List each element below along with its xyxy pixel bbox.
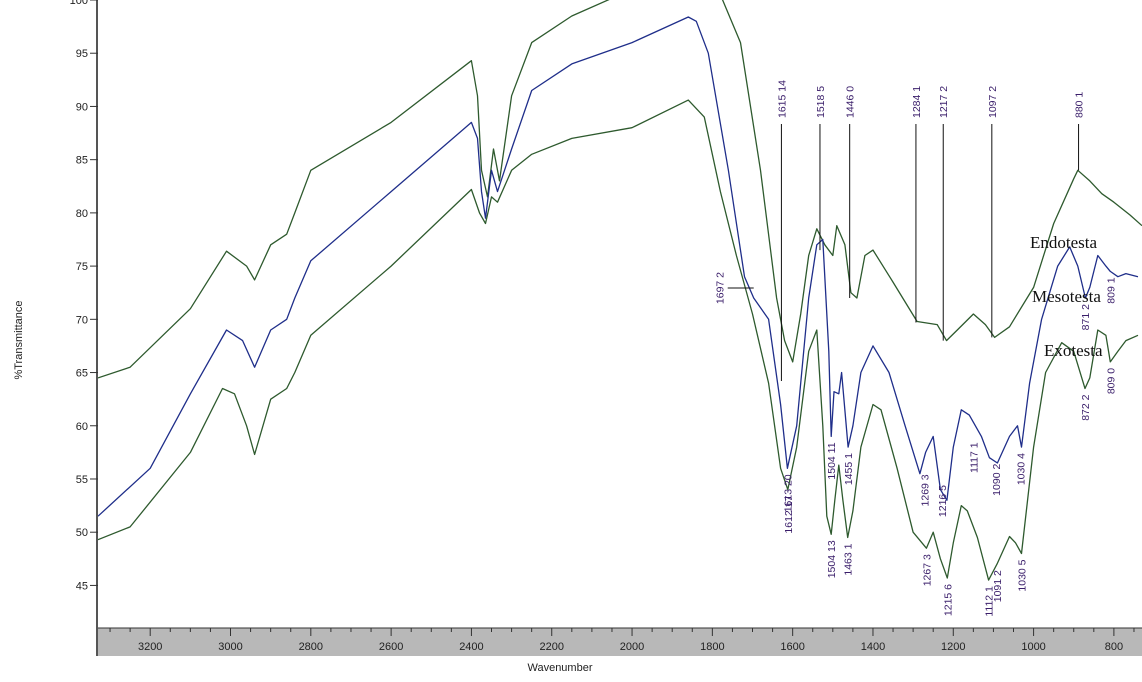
peak-label: 1097 2 (987, 86, 999, 118)
peak-label: 1030 5 (1017, 559, 1029, 591)
peak-label: 1091 2 (992, 570, 1004, 602)
peak-label: 1518 5 (815, 86, 827, 118)
y-tick-label: 60 (76, 421, 88, 433)
x-tick-label: 1400 (861, 641, 885, 653)
peak-label: 1697 2 (715, 272, 727, 304)
series-layer (98, 0, 1142, 581)
x-tick-label: 2800 (299, 641, 323, 653)
peak-label: 871 2 (1080, 304, 1092, 330)
peak-label: 1463 1 (843, 543, 855, 575)
series-line-mesotesta (98, 16, 1139, 517)
left-axis-band (96, 0, 98, 656)
y-tick-label: 85 (76, 155, 88, 167)
peak-label: 1117 1 (968, 442, 980, 473)
peak-label: 1267 3 (921, 554, 933, 586)
x-tick-label: 3000 (218, 641, 242, 653)
axis-band (96, 628, 1142, 656)
y-tick-label: 70 (76, 314, 88, 326)
peak-label: 1090 2 (991, 464, 1003, 496)
x-tick-label: 1000 (1021, 641, 1045, 653)
y-tick-label: 80 (76, 208, 88, 220)
y-tick-label: 100 (70, 0, 88, 7)
peak-label: 809 0 (1105, 368, 1117, 394)
plot-area (98, 0, 1142, 628)
peak-label: 1112 1 (984, 586, 996, 617)
y-axis-ticks: 45 50 55 60 65 70 75 80 85 90 95 100 (70, 0, 98, 592)
y-tick-label: 75 (76, 261, 88, 273)
series-label-endotesta: Endotesta (1030, 233, 1097, 252)
x-axis-title: Wavenumber (527, 662, 592, 674)
peak-label: 1284 1 (911, 86, 923, 118)
peak-label: 1612 17 (783, 495, 795, 533)
peak-label: 880 1 (1074, 92, 1086, 118)
peak-label: 1217 2 (938, 86, 950, 118)
peak-label: 1216 5 (937, 485, 949, 517)
series-line-endotesta (98, 0, 1142, 379)
x-tick-label: 1600 (780, 641, 804, 653)
x-tick-label: 2000 (620, 641, 644, 653)
y-axis-title: %Transmittance (13, 300, 25, 379)
peak-label: 872 2 (1080, 394, 1092, 420)
peak-label: 1504 13 (826, 540, 838, 578)
x-tick-label: 2600 (379, 641, 403, 653)
series-label-exotesta: Exotesta (1044, 341, 1103, 360)
x-tick-label: 800 (1105, 641, 1123, 653)
peak-label: 1269 3 (919, 474, 931, 506)
y-tick-label: 55 (76, 474, 88, 486)
peak-label: 1615 14 (776, 80, 788, 118)
peak-label: 1504 11 (826, 442, 838, 479)
x-tick-label: 3200 (138, 641, 162, 653)
series-labels: Endotesta Mesotesta Exotesta (1030, 233, 1103, 360)
y-tick-label: 90 (76, 101, 88, 113)
y-tick-label: 95 (76, 48, 88, 60)
peak-labels: 1615 14 1518 5 1446 0 1284 1 1217 2 1097 2 880… (715, 80, 1118, 617)
y-tick-label: 45 (76, 580, 88, 592)
series-line-exotesta (98, 99, 1139, 581)
y-tick-label: 65 (76, 368, 88, 380)
x-tick-label: 2200 (539, 641, 563, 653)
peak-label: 809 1 (1105, 277, 1117, 303)
peak-label: 1455 1 (843, 453, 855, 485)
y-tick-label: 50 (76, 527, 88, 539)
series-label-mesotesta: Mesotesta (1032, 287, 1101, 306)
peak-label: 1215 6 (942, 584, 954, 616)
peak-label: 1030 4 (1016, 453, 1028, 485)
peak-label: 1613 20 (782, 474, 794, 512)
x-tick-label: 1200 (941, 641, 965, 653)
peak-label: 1446 0 (845, 86, 857, 118)
x-tick-label: 1800 (700, 641, 724, 653)
x-tick-label: 2400 (459, 641, 483, 653)
x-axis-ticks: 3200 3000 2800 2600 2400 2200 2000 1800 1600 1400… (109, 628, 1135, 653)
